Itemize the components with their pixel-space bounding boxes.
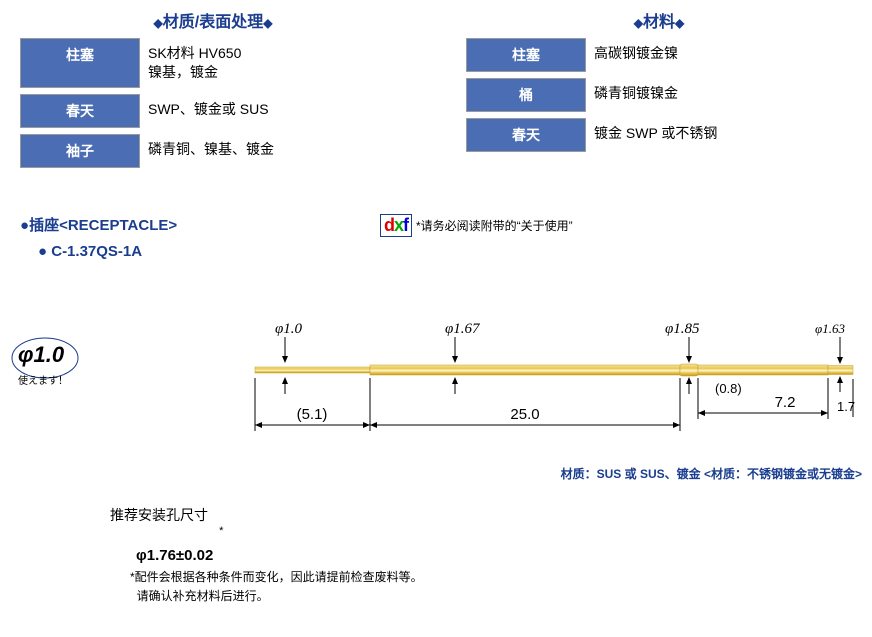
table-row: 春天 SWP、镀金或 SUS xyxy=(20,94,406,128)
table-row: 柱塞 SK材料 HV650 镍基，镀金 xyxy=(20,38,406,88)
row-value: 磷青铜、镍基、镀金 xyxy=(140,134,406,168)
svg-text:φ1.67: φ1.67 xyxy=(445,321,481,337)
row-label: 春天 xyxy=(466,118,586,152)
row-value: 磷青铜镀镍金 xyxy=(586,78,852,112)
row-value: 高碳钢镀金镍 xyxy=(586,38,852,72)
footnote-line: 请确认补充材料后进行。 xyxy=(130,587,423,606)
row-label: 柱塞 xyxy=(466,38,586,72)
svg-text:(5.1): (5.1) xyxy=(297,406,328,423)
row-label: 桶 xyxy=(466,78,586,112)
row-label: 柱塞 xyxy=(20,38,140,88)
phi10-sub: 使えます！ xyxy=(18,376,68,387)
recommended-hole-section: 推荐安装孔尺寸 * φ1.76±0.02 xyxy=(110,505,213,564)
row-label: 袖子 xyxy=(20,134,140,168)
material-note: 材质：SUS 或 SUS、镀金 <材质：不锈钢镀金或无镀金> xyxy=(561,465,862,482)
right-table-heading: ◆材料◆ xyxy=(466,8,852,32)
table-row: 桶 磷青铜镀镍金 xyxy=(466,78,852,112)
phi10-main: φ1.0 xyxy=(18,342,64,367)
rec-hole-title: 推荐安装孔尺寸 * xyxy=(110,505,213,537)
svg-text:(0.8): (0.8) xyxy=(715,381,742,396)
svg-text:φ1.0: φ1.0 xyxy=(275,321,303,337)
material-treatment-table: ◆材质/表面处理◆ 柱塞 SK材料 HV650 镍基，镀金 春天 SWP、镀金或… xyxy=(20,8,406,174)
rec-hole-value: φ1.76±0.02 xyxy=(136,547,213,564)
material-table: ◆材料◆ 柱塞 高碳钢镀金镍 桶 磷青铜镀镍金 春天 镀金 SWP 或不锈钢 xyxy=(466,8,852,174)
model-number: ● C-1.37QS-1A xyxy=(38,243,852,260)
row-value: SK材料 HV650 镍基，镀金 xyxy=(140,38,406,88)
row-value: SWP、镀金或 SUS xyxy=(140,94,406,128)
left-table-heading: ◆材质/表面处理◆ xyxy=(20,8,406,32)
row-label: 春天 xyxy=(20,94,140,128)
phi10-badge[interactable]: φ1.0 使えます！ xyxy=(10,330,90,395)
footnote-line: *配件会根据各种条件而变化，因此请提前检查废料等。 xyxy=(130,568,423,587)
footnotes: *配件会根据各种条件而变化，因此请提前检查废料等。 请确认补充材料后进行。 xyxy=(130,568,423,605)
svg-text:1.7: 1.7 xyxy=(837,399,855,414)
technical-drawing: φ1.0 φ1.67 φ1.85 φ1.63 (5.1) 25.0 7.2 (0.8) 1.7 xyxy=(245,315,860,465)
svg-text:φ1.63: φ1.63 xyxy=(815,321,845,336)
svg-text:25.0: 25.0 xyxy=(510,406,539,423)
table-row: 春天 镀金 SWP 或不锈钢 xyxy=(466,118,852,152)
table-row: 袖子 磷青铜、镍基、镀金 xyxy=(20,134,406,168)
table-row: 柱塞 高碳钢镀金镍 xyxy=(466,38,852,72)
dxf-icon[interactable]: dxf xyxy=(380,214,412,237)
svg-text:7.2: 7.2 xyxy=(775,394,796,411)
row-value: 镀金 SWP 或不锈钢 xyxy=(586,118,852,152)
svg-text:φ1.85: φ1.85 xyxy=(665,321,700,337)
dxf-note: *请务必阅读附带的“关于使用” xyxy=(416,217,573,234)
